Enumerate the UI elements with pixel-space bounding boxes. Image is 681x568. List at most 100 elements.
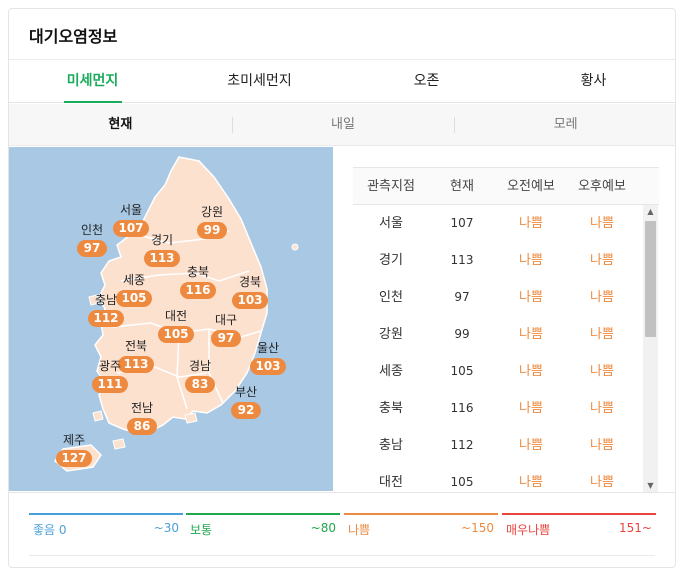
- table-scrollbar[interactable]: ▲ ▼: [643, 205, 658, 493]
- cell-now: 105: [450, 475, 474, 489]
- region-value: 107: [113, 220, 149, 237]
- cell-pm: 나쁨: [590, 438, 614, 453]
- cell-station: 강원: [379, 327, 403, 342]
- table-row: 강원 99 나쁨 나쁨: [353, 316, 659, 353]
- region-borders: [112, 230, 262, 410]
- region-jeonnam[interactable]: 전남 86: [117, 401, 167, 435]
- cell-now: 99: [454, 327, 470, 341]
- region-gyeonggi[interactable]: 경기 113: [137, 233, 187, 267]
- table-row: 세종 105 나쁨 나쁨: [353, 353, 659, 390]
- region-value: 92: [231, 402, 261, 419]
- region-value: 105: [116, 290, 152, 307]
- tab-tomorrow[interactable]: 내일: [231, 104, 455, 145]
- triangle-up-icon[interactable]: ▲: [647, 207, 654, 216]
- region-jeonbuk[interactable]: 전북 113: [111, 339, 161, 373]
- triangle-down-icon[interactable]: ▼: [647, 481, 654, 490]
- table-body[interactable]: 서울 107 나쁨 나쁨 경기 113 나쁨 나쁨 인천 97 나쁨 나쁨 강원…: [353, 205, 659, 493]
- region-name: 경남: [188, 359, 212, 373]
- region-chungnam[interactable]: 충남 112: [81, 293, 131, 327]
- table-row: 경기 113 나쁨 나쁨: [353, 242, 659, 279]
- region-name: 충북: [186, 265, 210, 279]
- region-daejeon[interactable]: 대전 105: [151, 309, 201, 343]
- region-ulsan[interactable]: 울산 103: [243, 341, 293, 375]
- tab-day-after-tomorrow[interactable]: 모레: [454, 104, 675, 145]
- legend-range: ~30: [153, 521, 179, 535]
- region-name: 부산: [234, 385, 258, 399]
- table-row: 충북 116 나쁨 나쁨: [353, 390, 659, 427]
- table-row: 인천 97 나쁨 나쁨: [353, 279, 659, 316]
- cell-now: 97: [454, 290, 470, 304]
- cell-station: 경기: [379, 253, 403, 268]
- region-name: 전남: [130, 401, 154, 415]
- region-value: 113: [144, 250, 180, 267]
- cell-station: 세종: [379, 364, 403, 379]
- region-value: 113: [118, 356, 154, 373]
- region-gwangju[interactable]: 광주 111: [85, 359, 135, 393]
- legend-label: 매우나쁨: [506, 523, 551, 537]
- scrollbar-thumb[interactable]: [645, 221, 656, 337]
- region-sejong[interactable]: 세종 105: [109, 273, 159, 307]
- cell-pm: 나쁨: [590, 216, 614, 231]
- cell-pm: 나쁨: [590, 290, 614, 305]
- tab-yellow-dust[interactable]: 황사: [580, 73, 607, 89]
- legend-range: ~150: [461, 521, 494, 535]
- region-name: 경기: [150, 233, 174, 247]
- cell-station: 충남: [379, 438, 403, 453]
- cell-am: 나쁨: [519, 327, 543, 342]
- tab-pm25[interactable]: 초미세먼지: [227, 73, 292, 89]
- legend-range: 151~: [619, 521, 652, 535]
- cell-station: 충북: [379, 401, 403, 416]
- header-now: 현재: [450, 179, 474, 194]
- table-header: 관측지점 현재 오전예보 오후예보: [353, 167, 659, 205]
- region-name: 대구: [214, 313, 238, 327]
- cell-pm: 나쁨: [590, 253, 614, 268]
- region-daegu[interactable]: 대구 97: [201, 313, 251, 347]
- region-name: 울산: [256, 341, 280, 355]
- region-incheon[interactable]: 인천 97: [67, 223, 117, 257]
- cell-am: 나쁨: [519, 253, 543, 268]
- legend-range: ~80: [310, 521, 336, 535]
- cell-now: 116: [450, 401, 474, 415]
- legend-normal: 보통 ~80: [186, 513, 340, 541]
- region-name: 경북: [238, 275, 262, 289]
- region-chungbuk[interactable]: 충북 116: [173, 265, 223, 299]
- cell-pm: 나쁨: [590, 475, 614, 490]
- region-gangwon[interactable]: 강원 99: [187, 205, 237, 239]
- cell-am: 나쁨: [519, 364, 543, 379]
- region-name: 충남: [94, 293, 118, 307]
- tab-today[interactable]: 현재: [108, 117, 133, 132]
- tab-pm10[interactable]: 미세먼지: [9, 60, 176, 103]
- cell-pm: 나쁨: [590, 364, 614, 379]
- cell-am: 나쁨: [519, 216, 543, 231]
- cell-pm: 나쁨: [590, 401, 614, 416]
- region-name: 서울: [119, 203, 143, 217]
- region-gyeongbuk[interactable]: 경북 103: [225, 275, 275, 309]
- legend-bar: [344, 513, 498, 515]
- ulleungdo-shape: [291, 243, 299, 251]
- region-value: 112: [88, 310, 124, 327]
- grade-legend: 좋음 0 ~30 보통 ~80 나쁨 ~150 매우나쁨 151~: [9, 492, 675, 567]
- header-pm-forecast: 오후예보: [578, 179, 626, 194]
- table-row: 대전 105 나쁨 나쁨: [353, 464, 659, 493]
- panel-title: 대기오염정보: [29, 27, 118, 46]
- region-name: 세종: [122, 273, 146, 287]
- region-value: 103: [232, 292, 268, 309]
- region-value: 127: [56, 450, 92, 467]
- cell-station: 대전: [379, 475, 403, 490]
- tab-ozone[interactable]: 오존: [413, 73, 440, 89]
- table-row: 충남 112 나쁨 나쁨: [353, 427, 659, 464]
- region-busan[interactable]: 부산 92: [221, 385, 271, 419]
- region-name: 광주: [98, 359, 122, 373]
- cell-station: 인천: [379, 290, 403, 305]
- region-name: 강원: [200, 205, 224, 219]
- region-seoul[interactable]: 서울 107: [106, 203, 156, 237]
- region-value: 111: [92, 376, 128, 393]
- cell-am: 나쁨: [519, 438, 543, 453]
- region-gyeongnam[interactable]: 경남 83: [175, 359, 225, 393]
- region-jeju[interactable]: 제주 127: [49, 433, 99, 467]
- region-value: 86: [127, 418, 157, 435]
- air-pollution-panel: 대기오염정보 미세먼지 초미세먼지 오존 황사 현재 내일 모레 서울 107: [8, 8, 676, 568]
- legend-bar: [502, 513, 656, 515]
- cell-station: 서울: [379, 216, 403, 231]
- region-value: 97: [77, 240, 107, 257]
